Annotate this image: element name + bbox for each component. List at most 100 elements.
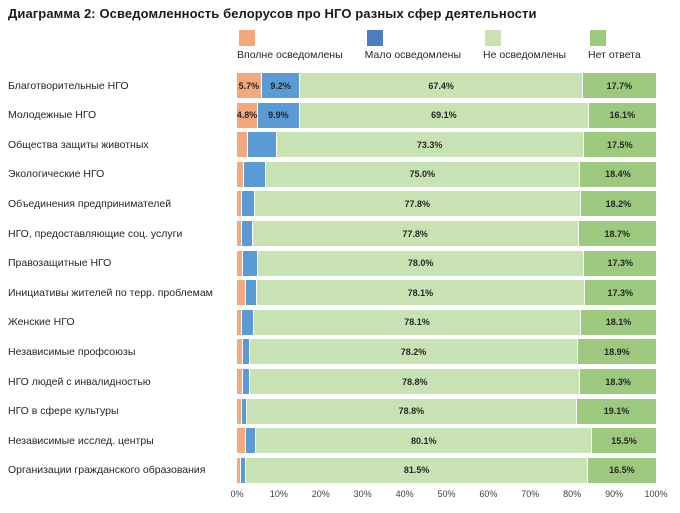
bar-segment-fully-aware [237, 428, 245, 454]
bar-segment-little-aware [240, 221, 252, 247]
bar-segment-little-aware: 9.9% [257, 102, 299, 128]
bar-segment-not-aware: 78.8% [249, 369, 580, 395]
bar-segment-no-answer: 18.2% [579, 191, 656, 217]
bar-track: 5.7% 9.2% 67.4% 17.7% [237, 73, 656, 98]
x-axis-tick-label: 20% [311, 489, 330, 499]
bar-segment-fully-aware [237, 221, 241, 247]
category-label: Благотворительные НГО [8, 79, 129, 92]
chart-row: Организации гражданского образования 81.5… [8, 457, 656, 483]
bar-track: 80.1% 15.5% [237, 428, 656, 454]
x-axis-tick-label: 80% [563, 489, 582, 499]
category-label: Экологические НГО [8, 168, 105, 181]
bar-segment-little-aware [242, 339, 250, 365]
category-label: Независимые исслед. центры [8, 434, 154, 447]
chart-row: Общества защиты животных 73.3% 17.5% [8, 132, 656, 158]
bar-segment-fully-aware [237, 161, 244, 187]
bar-segment-no-answer: 18.4% [578, 161, 656, 187]
x-axis-tick-label: 30% [353, 489, 372, 499]
chart-rows: Благотворительные НГО 5.7% 9.2% 67.4% 17.7% М… [8, 73, 656, 483]
category-label: Женские НГО [8, 316, 75, 329]
bar-track: 4.8% 9.9% 69.1% 16.1% [237, 102, 656, 128]
bar-track: 73.3% 17.5% [237, 132, 656, 158]
bar-segment-value: 80.1% [410, 435, 437, 446]
chart-row: Инициативы жителей по терр. проблемам 78.… [8, 280, 656, 306]
chart-row: Независимые профсоюзы 78.2% 18.9% [8, 339, 656, 365]
bar-segment-fully-aware: 4.8% [237, 102, 257, 128]
bar-segment-little-aware [247, 132, 276, 158]
bar-segment-value: 18.3% [605, 376, 631, 387]
bar-segment-not-aware: 73.3% [275, 132, 583, 158]
bar-segment-no-answer: 18.7% [577, 221, 656, 247]
category-label: НГО людей с инвалидностью [8, 375, 151, 388]
x-axis-tick-label: 0% [230, 489, 244, 499]
legend-label: Нет ответа [588, 49, 641, 61]
bar-segment-no-answer: 17.7% [581, 73, 656, 98]
bar-segment-no-answer: 16.5% [586, 457, 656, 483]
bar-track: 78.0% 17.3% [237, 250, 656, 276]
bar-segment-value: 16.5% [609, 465, 635, 476]
bar-segment-fully-aware [237, 309, 242, 335]
x-axis-tick-label: 60% [479, 489, 498, 499]
bar-segment-not-aware: 77.8% [251, 221, 578, 247]
bar-segment-fully-aware [237, 369, 243, 395]
category-label: Объединения предпринимателей [8, 197, 172, 210]
x-axis-tick-label: 50% [437, 489, 456, 499]
chart-row: НГО в сфере культуры 78.8% 19.1% [8, 398, 656, 424]
legend: Вполне осведомлены Мало осведомлены Не осв… [237, 30, 669, 61]
bar-segment-value: 18.7% [604, 228, 631, 239]
bar-segment-value: 16.1% [609, 110, 636, 121]
bar-segment-value: 19.1% [603, 406, 630, 417]
legend-item-fully-aware: Вполне осведомлены [237, 30, 343, 61]
x-axis: 0% 10% 20% 30% 40% 50% 60% 70% 80% 90% 100% [230, 489, 667, 503]
legend-item-no-answer: Нет ответа [588, 30, 641, 61]
bar-segment-value: 77.8% [402, 228, 428, 239]
bar-track: 81.5% 16.5% [237, 457, 656, 483]
bar-segment-no-answer: 17.5% [582, 132, 656, 158]
category-label: Независимые профсоюзы [8, 345, 136, 358]
bar-track: 78.8% 19.1% [237, 398, 656, 424]
legend-swatch-icon [366, 30, 383, 46]
bar-segment-value: 5.7% [238, 80, 260, 91]
category-label: Общества защиты животных [8, 138, 149, 151]
bar-segment-not-aware: 81.5% [245, 457, 587, 483]
bar-segment-fully-aware [237, 191, 242, 217]
bar-segment-fully-aware [237, 398, 241, 424]
bar-segment-not-aware: 78.0% [256, 250, 584, 276]
bar-segment-not-aware: 78.1% [252, 309, 581, 335]
bar-segment-no-answer: 15.5% [591, 428, 656, 454]
bar-segment-little-aware [240, 457, 246, 483]
bar-segment-no-answer: 17.3% [583, 250, 656, 276]
bar-segment-fully-aware [237, 280, 245, 306]
bar-track: 78.1% 18.1% [237, 309, 656, 335]
bar-segment-little-aware [244, 428, 256, 454]
chart-row: НГО, предоставляющие соц. услуги 77.8% 18.… [8, 221, 656, 247]
chart-row: Молодежные НГО 4.8% 9.9% 69.1% 16.1% [8, 102, 656, 128]
bar-segment-value: 15.5% [611, 435, 637, 446]
bar-segment-not-aware: 75.0% [264, 161, 579, 187]
bar-segment-fully-aware: 5.7% [237, 73, 261, 98]
bar-segment-value: 75.0% [409, 169, 436, 180]
bar-track: 78.8% 18.3% [237, 369, 656, 395]
category-label: Правозащитные НГО [8, 257, 112, 270]
bar-segment-not-aware: 78.8% [245, 398, 576, 424]
x-axis-tick-label: 40% [395, 489, 414, 499]
bar-segment-value: 18.1% [605, 317, 632, 328]
bar-segment-value: 81.5% [403, 465, 430, 476]
bar-segment-value: 78.1% [407, 287, 434, 298]
bar-segment-no-answer: 19.1% [575, 398, 656, 424]
bar-segment-fully-aware [237, 339, 243, 365]
chart-row: Женские НГО 78.1% 18.1% [8, 309, 656, 335]
bar-segment-value: 78.8% [398, 406, 425, 417]
chart-title: Диаграмма 2: Осведомленность белорусов п… [8, 6, 537, 21]
bar-segment-fully-aware [237, 457, 241, 483]
chart-row: Благотворительные НГО 5.7% 9.2% 67.4% 17.7% [8, 73, 656, 98]
bar-track: 77.8% 18.2% [237, 191, 656, 217]
category-label: Молодежные НГО [8, 109, 97, 122]
bar-segment-value: 18.4% [605, 169, 631, 180]
bar-segment-little-aware [242, 369, 250, 395]
bar-segment-little-aware [244, 280, 257, 306]
bar-segment-value: 78.8% [401, 376, 428, 387]
bar-segment-little-aware: 9.2% [260, 73, 300, 98]
bar-segment-fully-aware [237, 132, 248, 158]
x-axis-tick-label: 100% [644, 489, 668, 499]
